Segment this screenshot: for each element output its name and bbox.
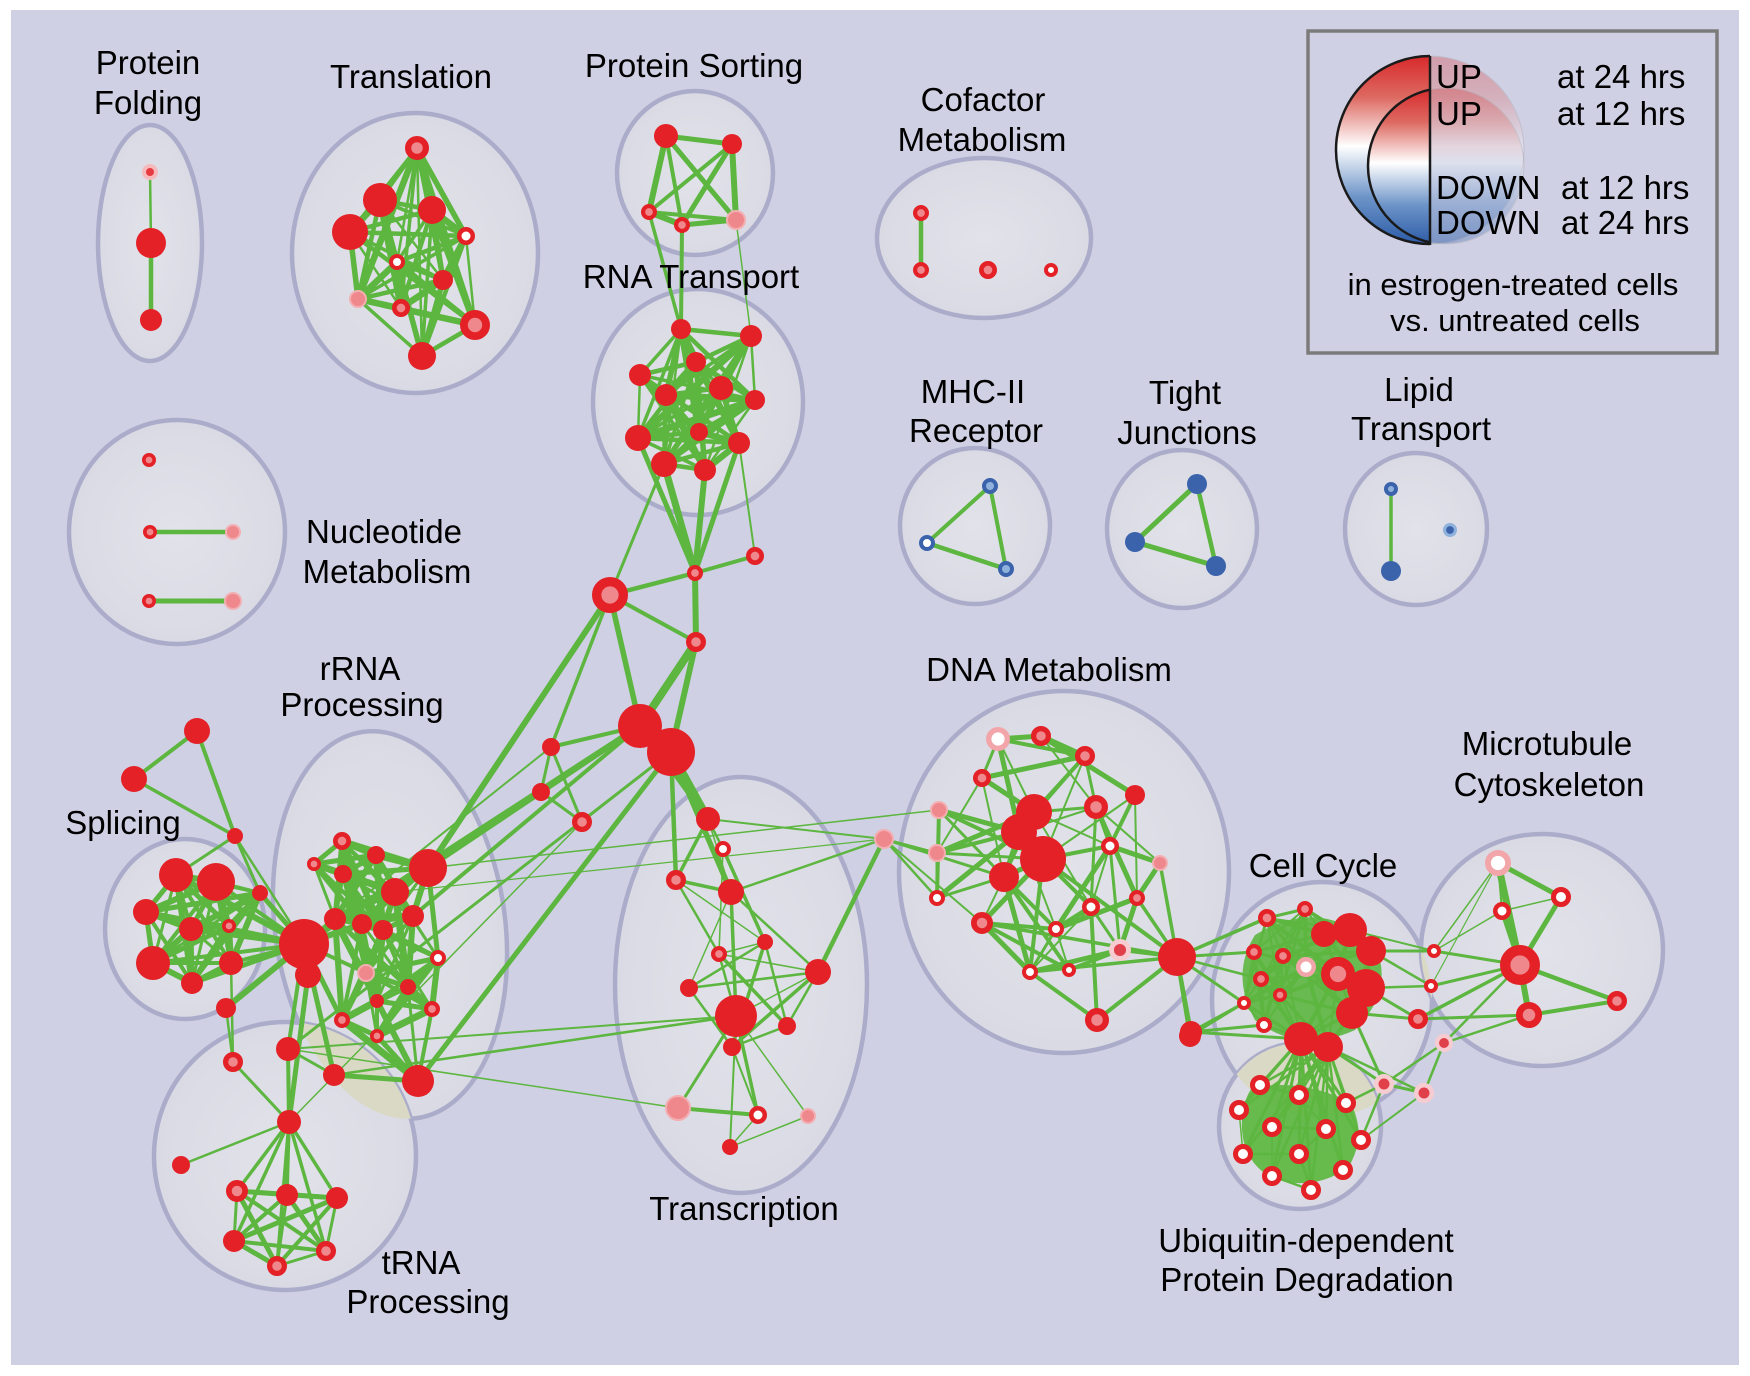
svg-text:Cell Cycle: Cell Cycle bbox=[1249, 847, 1398, 884]
svg-text:UP: UP bbox=[1436, 95, 1482, 132]
svg-text:Ubiquitin-dependent: Ubiquitin-dependent bbox=[1158, 1222, 1453, 1259]
svg-text:at 12 hrs: at 12 hrs bbox=[1557, 95, 1685, 132]
svg-text:Splicing: Splicing bbox=[65, 804, 181, 841]
svg-text:Cytoskeleton: Cytoskeleton bbox=[1454, 766, 1645, 803]
svg-text:Receptor: Receptor bbox=[909, 412, 1043, 449]
svg-text:Processing: Processing bbox=[346, 1283, 509, 1320]
svg-text:Tight: Tight bbox=[1149, 374, 1221, 411]
svg-text:vs. untreated cells: vs. untreated cells bbox=[1390, 303, 1640, 338]
svg-text:at 24 hrs: at 24 hrs bbox=[1561, 204, 1689, 241]
svg-text:Junctions: Junctions bbox=[1117, 414, 1256, 451]
svg-text:UP: UP bbox=[1436, 58, 1482, 95]
svg-text:Microtubule: Microtubule bbox=[1462, 725, 1633, 762]
svg-text:at 24 hrs: at 24 hrs bbox=[1557, 58, 1685, 95]
svg-text:Cofactor: Cofactor bbox=[921, 81, 1046, 118]
svg-text:Processing: Processing bbox=[280, 686, 443, 723]
svg-text:Nucleotide: Nucleotide bbox=[306, 513, 462, 550]
svg-text:Lipid: Lipid bbox=[1384, 371, 1454, 408]
svg-text:Metabolism: Metabolism bbox=[898, 121, 1067, 158]
svg-text:Protein Sorting: Protein Sorting bbox=[585, 47, 803, 84]
svg-text:Transport: Transport bbox=[1351, 410, 1491, 447]
svg-text:DNA Metabolism: DNA Metabolism bbox=[926, 651, 1172, 688]
svg-text:in estrogen-treated cells: in estrogen-treated cells bbox=[1348, 267, 1679, 302]
svg-text:Translation: Translation bbox=[330, 58, 492, 95]
svg-text:DOWN: DOWN bbox=[1436, 204, 1540, 241]
svg-text:DOWN: DOWN bbox=[1436, 169, 1540, 206]
svg-text:Metabolism: Metabolism bbox=[303, 553, 472, 590]
svg-text:Protein: Protein bbox=[96, 44, 201, 81]
svg-text:tRNA: tRNA bbox=[382, 1244, 461, 1281]
svg-text:RNA Transport: RNA Transport bbox=[583, 258, 799, 295]
svg-text:at 12 hrs: at 12 hrs bbox=[1561, 169, 1689, 206]
svg-text:Protein Degradation: Protein Degradation bbox=[1160, 1261, 1454, 1298]
svg-text:Transcription: Transcription bbox=[649, 1190, 839, 1227]
svg-text:Folding: Folding bbox=[94, 84, 202, 121]
svg-text:rRNA: rRNA bbox=[320, 650, 401, 687]
svg-text:MHC-II: MHC-II bbox=[921, 373, 1025, 410]
